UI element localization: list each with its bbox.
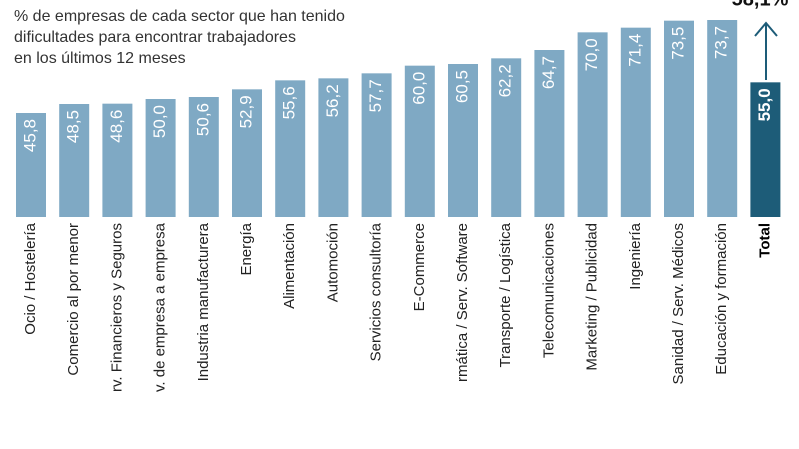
value-label: 50,0: [150, 105, 169, 138]
arrow-head: [754, 21, 778, 37]
value-label: 73,5: [668, 27, 687, 60]
subtitle: dificultades para encontrar trabajadores: [14, 29, 296, 46]
value-label: 48,6: [107, 110, 126, 143]
bar: [361, 73, 392, 217]
x-tick-label: Transporte / Logística: [497, 222, 514, 367]
bar: [16, 113, 46, 217]
value-label: 60,5: [452, 70, 471, 103]
value-label: 71,4: [625, 34, 644, 67]
bar: [534, 50, 565, 217]
value-label: 52,9: [236, 95, 255, 128]
value-label: 57,7: [366, 79, 385, 112]
bar: [620, 27, 651, 217]
value-label: 45,8: [20, 119, 39, 152]
value-label: 60,0: [409, 72, 428, 105]
x-tick-label: Ocio / Hostelería: [22, 222, 39, 334]
value-label: 50,6: [193, 103, 212, 136]
x-tick-label: Servicios consultoría: [368, 222, 385, 361]
bar: [491, 58, 522, 218]
bar: [275, 80, 306, 217]
x-tick-label: Comercio al por menor: [65, 223, 82, 376]
bar: [664, 20, 694, 217]
value-label: 62,2: [496, 64, 515, 97]
value-label: 55,6: [280, 86, 299, 119]
value-label: 64,7: [539, 56, 558, 89]
bar: [577, 32, 608, 218]
x-tick-label: Telecomunicaciones: [540, 223, 557, 358]
value-label: 73,7: [712, 26, 731, 59]
bar: [707, 20, 738, 217]
x-tick-label: v. de empresa a empresa: [152, 222, 169, 392]
bar: [188, 97, 219, 217]
annotation: 58,1%: [732, 0, 789, 10]
bar: [59, 104, 90, 217]
x-tick-label: Total: [756, 223, 773, 258]
value-label: 55,0: [755, 88, 774, 121]
x-tick-label: Educación y formación: [713, 223, 730, 375]
x-tick-label: Sanidad / Serv. Médicos: [670, 223, 687, 384]
bar: [448, 64, 478, 217]
x-tick-label: Industria manufacturera: [195, 222, 212, 381]
bar: [750, 82, 781, 217]
x-tick-label: Marketing / Publicidad: [584, 223, 601, 371]
bar: [232, 89, 262, 217]
bar: [404, 65, 435, 218]
bar: [102, 103, 133, 217]
subtitle: % de empresas de cada sector que han ten…: [14, 8, 345, 25]
value-label: 56,2: [323, 84, 342, 117]
value-label: 48,5: [64, 110, 83, 143]
x-tick-label: Ingeniería: [627, 222, 644, 289]
bar: [318, 78, 349, 217]
subtitle: en los últimos 12 meses: [14, 50, 186, 67]
x-tick-label: rv. Financieros y Seguros: [108, 223, 125, 392]
bar: [145, 99, 176, 217]
x-tick-label: Alimentación: [281, 223, 298, 309]
value-label: 70,0: [582, 38, 601, 71]
x-tick-label: Energía: [238, 222, 255, 275]
x-tick-label: rmática / Serv. Software: [454, 223, 471, 382]
x-tick-label: Automoción: [324, 223, 341, 302]
x-tick-label: E-Commerce: [411, 223, 428, 311]
